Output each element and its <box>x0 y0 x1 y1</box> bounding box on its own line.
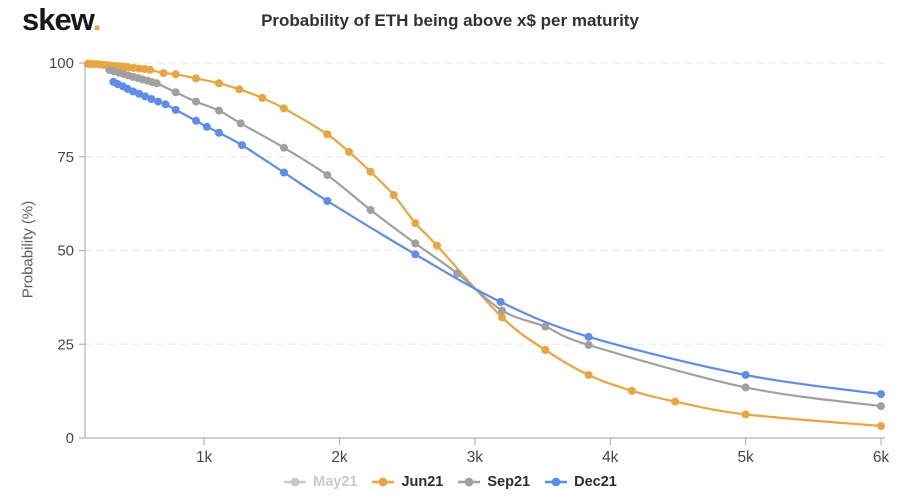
legend-marker-icon <box>372 477 395 487</box>
series-jun21-point <box>345 147 353 156</box>
series-sep21-point <box>171 88 180 97</box>
series-jun21-point <box>323 130 332 139</box>
series-sep21-line <box>109 69 882 408</box>
series-jun21-point <box>877 422 885 430</box>
y-tick-label-75: 75 <box>57 149 74 166</box>
series-dec21-line <box>112 80 882 396</box>
x-tick-label-2k: 2k <box>331 449 348 466</box>
series-sep21-point <box>741 383 750 392</box>
skew-logo-dot: . <box>92 2 102 37</box>
series-sep21-point <box>236 119 245 128</box>
legend-item-dec21[interactable]: Dec21 <box>544 474 617 490</box>
skew-logo-text: skew <box>22 2 94 37</box>
series-sep21-point <box>411 239 420 248</box>
series-dec21-point <box>129 87 138 96</box>
series-dec21-point <box>192 116 200 125</box>
y-tick-label-100: 100 <box>49 55 74 72</box>
series-jun21-point <box>671 397 680 406</box>
x-tick-label-5k: 5k <box>737 449 754 466</box>
series-jun21-point <box>280 104 288 113</box>
y-tick-label-0: 0 <box>66 430 74 447</box>
legend-label: Dec21 <box>574 474 617 490</box>
series-jun21-point <box>258 93 267 102</box>
y-tick-label-50: 50 <box>57 243 74 260</box>
series-sep21-point <box>215 106 223 115</box>
series-sep21-point <box>323 171 332 180</box>
series-sep21-point <box>280 143 288 152</box>
series-dec21-point <box>877 390 885 399</box>
series-dec21-point <box>135 89 144 98</box>
series-dec21-point <box>238 141 246 150</box>
series-sep21-point <box>453 269 462 278</box>
series-sep21-point <box>192 97 200 106</box>
series-jun21-point <box>366 167 375 176</box>
series-jun21-point <box>192 74 200 83</box>
series-jun21-point <box>498 313 506 322</box>
series-jun21-point <box>146 65 154 74</box>
series-sep21-point <box>584 341 593 349</box>
series-dec21-point <box>161 100 170 109</box>
series-jun21-point <box>235 85 244 94</box>
series-jun21-point <box>433 241 441 250</box>
legend-marker-icon <box>284 477 307 487</box>
series-dec21-point <box>323 197 332 205</box>
x-tick-label-6k: 6k <box>873 449 890 466</box>
legend-marker-icon <box>458 477 481 487</box>
x-tick-label-1k: 1k <box>196 449 213 466</box>
y-tick-label-25: 25 <box>57 336 74 353</box>
series-dec21-point <box>584 332 593 341</box>
series-dec21-point <box>215 128 223 137</box>
legend-label: Sep21 <box>487 474 531 490</box>
legend-label: Jun21 <box>401 474 444 490</box>
series-jun21-point <box>541 345 550 354</box>
series-sep21-point <box>366 206 375 214</box>
series-dec21-point <box>741 371 750 379</box>
x-tick-label-4k: 4k <box>602 449 619 466</box>
series-dec21-point <box>202 122 211 131</box>
series-jun21-point <box>389 191 398 199</box>
series-dec21-point <box>280 168 288 177</box>
series-jun21-point <box>741 410 750 419</box>
series-dec21-point <box>141 92 150 101</box>
legend-item-jun21[interactable]: Jun21 <box>371 474 443 490</box>
series-sep21-point <box>877 402 885 411</box>
x-tick-label-3k: 3k <box>467 449 484 466</box>
series-dec21-point <box>147 95 156 103</box>
legend-label: May21 <box>313 474 358 490</box>
series-sep21-point <box>541 322 550 331</box>
skew-logo: skew. <box>22 2 102 38</box>
series-jun21-line <box>87 62 882 428</box>
series-dec21-point <box>411 250 420 259</box>
series-jun21-point <box>411 219 420 228</box>
series-jun21-point <box>627 386 636 395</box>
series-jun21-point <box>159 69 168 78</box>
series-dec21-point <box>154 97 163 106</box>
series-sep21-point <box>498 306 506 315</box>
series-jun21-point <box>215 79 223 88</box>
probability-chart: 0 25 50 75 100 1k 2k 3k 4k 5k 6k <box>49 55 890 466</box>
chart-legend: May21 Jun21 Sep21 Dec21 <box>0 474 900 490</box>
legend-item-may21[interactable]: May21 <box>283 474 357 490</box>
series-dec21-point <box>496 297 505 306</box>
legend-item-sep21[interactable]: Sep21 <box>457 474 530 490</box>
legend-marker-icon <box>545 477 568 487</box>
page-title: Probability of ETH being above x$ per ma… <box>261 11 639 30</box>
series-jun21-point <box>584 371 593 379</box>
series-sep21-point <box>152 79 161 88</box>
series-dec21-point <box>171 105 180 114</box>
series-jun21-point <box>171 70 180 79</box>
